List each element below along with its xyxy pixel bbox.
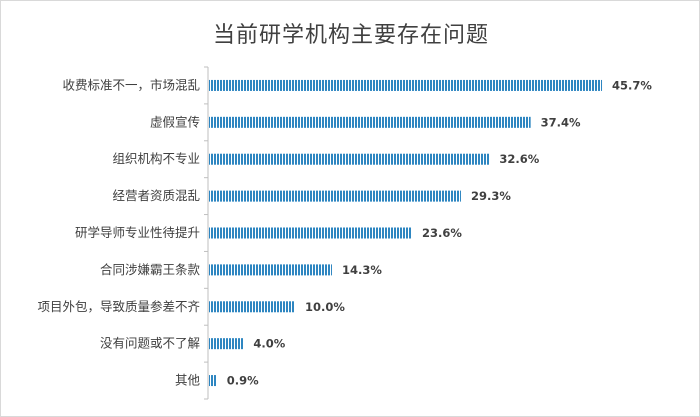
bar xyxy=(209,338,244,350)
data-label: 14.3% xyxy=(342,263,382,277)
category-label: 其他 xyxy=(175,373,201,388)
category-label: 收费标准不一，市场混乱 xyxy=(62,77,200,92)
data-label: 37.4% xyxy=(541,115,581,129)
data-label: 45.7% xyxy=(612,78,652,92)
category-label: 合同涉嫌霸王条款 xyxy=(100,262,201,277)
data-label: 29.3% xyxy=(471,189,511,203)
data-label: 10.0% xyxy=(305,300,345,314)
bar xyxy=(209,153,490,165)
category-label: 组织机构不专业 xyxy=(112,151,200,166)
bar xyxy=(209,116,531,128)
category-label: 虚假宣传 xyxy=(150,114,200,129)
data-label: 23.6% xyxy=(422,226,462,240)
category-label: 研学导师专业性待提升 xyxy=(75,225,200,240)
bar xyxy=(209,227,412,239)
data-label: 0.9% xyxy=(227,374,259,388)
category-label: 经营者资质混乱 xyxy=(112,188,200,203)
bar xyxy=(209,190,461,202)
bar xyxy=(209,375,217,387)
bar xyxy=(209,79,603,91)
category-label: 项目外包，导致质量参差不齐 xyxy=(37,299,200,314)
chart-title: 当前研学机构主要存在问题 xyxy=(212,23,489,48)
data-label: 4.0% xyxy=(253,337,285,351)
data-label: 32.6% xyxy=(499,152,539,166)
bar xyxy=(209,264,332,276)
category-label: 没有问题或不了解 xyxy=(100,336,200,351)
bar xyxy=(209,301,295,313)
